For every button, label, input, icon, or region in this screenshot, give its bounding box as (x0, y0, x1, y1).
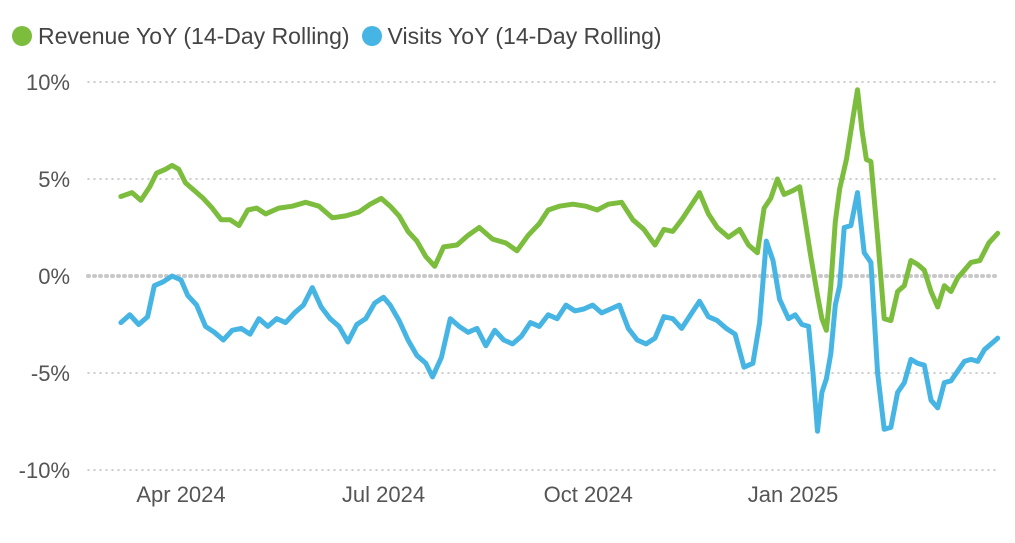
visits-series-dot-icon (361, 26, 382, 46)
x-tick-label: Oct 2024 (544, 482, 633, 507)
gridlines (86, 81, 997, 471)
y-tick-label: 10% (26, 70, 70, 95)
series-lines (118, 87, 1001, 434)
y-tick-label: 0% (38, 264, 70, 289)
revenue-yoy-line[interactable] (118, 87, 1001, 333)
x-tick-label: Jan 2025 (748, 482, 839, 507)
chart-legend: Revenue YoY (14-Day Rolling) Visits YoY … (12, 20, 662, 52)
visits-yoy-line[interactable] (118, 190, 1001, 434)
y-tick-label: -5% (31, 361, 70, 386)
legend-label-visits: Visits YoY (14-Day Rolling) (387, 22, 662, 49)
legend-item-visits[interactable]: Visits YoY (14-Day Rolling) (361, 22, 662, 50)
y-tick-label: 5% (38, 167, 70, 192)
y-axis: 10% 5% 0% -5% -10% (19, 70, 70, 483)
legend-item-revenue[interactable]: Revenue YoY (14-Day Rolling) (12, 23, 350, 50)
y-tick-label: -10% (19, 458, 70, 483)
x-tick-label: Apr 2024 (136, 482, 225, 507)
x-tick-label: Jul 2024 (342, 482, 425, 507)
legend-label-revenue: Revenue YoY (14-Day Rolling) (38, 22, 350, 49)
revenue-series-dot-icon (12, 26, 32, 46)
x-axis: Apr 2024 Jul 2024 Oct 2024 Jan 2025 (136, 482, 838, 507)
